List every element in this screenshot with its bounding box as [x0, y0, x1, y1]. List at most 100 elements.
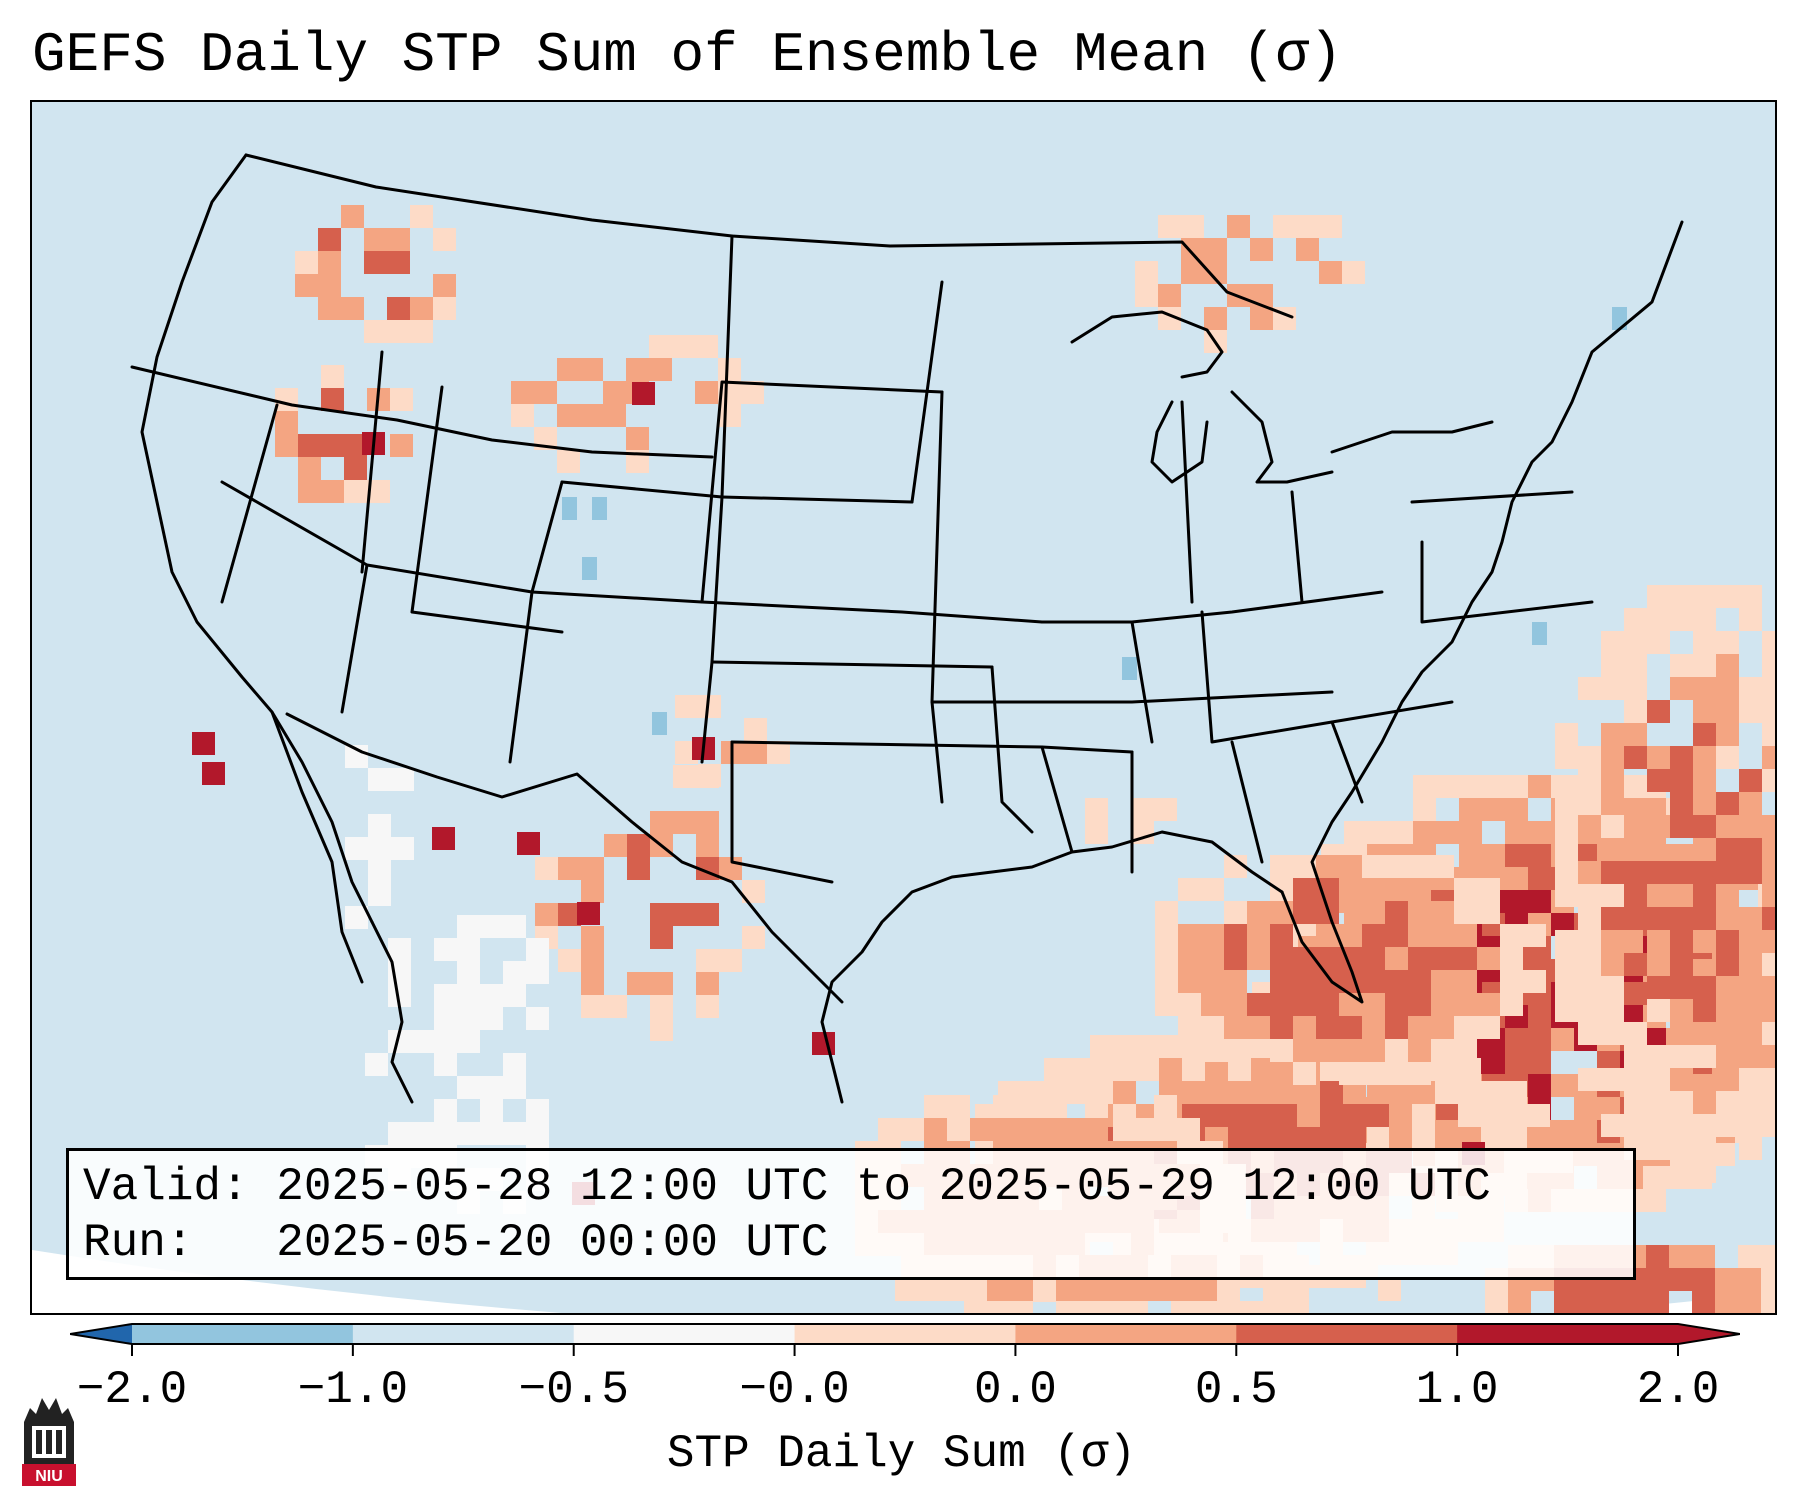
anomaly-cell — [558, 949, 581, 972]
anomaly-cell — [1102, 1301, 1125, 1313]
anomaly-cell — [744, 741, 767, 764]
anomaly-cell — [1320, 1104, 1343, 1127]
anomaly-cell — [1113, 1081, 1136, 1104]
anomaly-cell — [1624, 907, 1647, 930]
anomaly-cell — [526, 1099, 549, 1122]
anomaly-cell — [344, 480, 367, 503]
anomaly-cell — [1316, 1016, 1339, 1039]
anomaly-cell — [1039, 1118, 1062, 1141]
anomaly-cell — [1624, 1068, 1647, 1091]
anomaly-cell — [1670, 999, 1693, 1022]
anomaly-cell — [1228, 1127, 1251, 1150]
anomaly-cell — [696, 834, 719, 857]
anomaly-cell — [1505, 867, 1528, 890]
anomaly-cell — [368, 814, 391, 837]
anomaly-cell — [1528, 1005, 1551, 1028]
anomaly-cell — [1715, 1291, 1738, 1313]
anomaly-cell — [993, 1118, 1016, 1141]
anomaly-cell — [1217, 1301, 1240, 1313]
colorbar-segment — [573, 1324, 796, 1344]
anomaly-cell — [918, 1278, 941, 1301]
anomaly-cell — [1624, 654, 1647, 677]
anomaly-cell — [1716, 654, 1739, 677]
anomaly-cell — [947, 1118, 970, 1141]
anomaly-cell — [1431, 947, 1454, 970]
anomaly-cell — [1297, 1081, 1320, 1104]
colorbar-segments — [70, 1323, 1740, 1345]
anomaly-cell — [364, 228, 387, 251]
anomaly-cell — [557, 450, 580, 473]
anomaly-cell — [1670, 884, 1693, 907]
anomaly-cell — [603, 381, 626, 404]
anomaly-cell — [1646, 1245, 1669, 1268]
anomaly-cell — [1624, 700, 1647, 723]
anomaly-cell — [503, 915, 526, 938]
run-line: Run: 2025-05-20 00:00 UTC — [83, 1215, 1619, 1271]
anomaly-cell — [1555, 838, 1578, 861]
anomaly-cell — [1158, 284, 1181, 307]
anomaly-cell — [480, 915, 503, 938]
anomaly-cell — [1408, 901, 1431, 924]
anomaly-cell — [1739, 1091, 1762, 1114]
anomaly-cell — [1067, 1081, 1090, 1104]
anomaly-cell — [1670, 677, 1693, 700]
anomaly-cell — [1435, 1081, 1458, 1104]
anomaly-cell — [1624, 608, 1647, 631]
anomaly-cell — [1274, 1058, 1297, 1081]
anomaly-cell — [1016, 1095, 1039, 1118]
anomaly-cell — [1739, 1022, 1762, 1045]
anomaly-cell — [1620, 982, 1643, 1005]
anomaly-cell — [1113, 1035, 1136, 1058]
anomaly-cell — [1761, 1268, 1775, 1291]
anomaly-cell — [1181, 215, 1204, 238]
anomaly-cell — [1762, 1091, 1775, 1114]
anomaly-cell — [895, 1278, 918, 1301]
anomaly-cell — [503, 984, 526, 1007]
anomaly-cell — [1716, 815, 1739, 838]
anomaly-cell — [1181, 261, 1204, 284]
anomaly-cell — [344, 434, 367, 457]
anomaly-cell — [364, 320, 387, 343]
anomaly-cell — [1412, 1104, 1435, 1127]
anomaly-cell — [457, 938, 480, 961]
map-panel[interactable] — [30, 100, 1777, 1315]
anomaly-cell — [1505, 798, 1528, 821]
anomaly-cell — [1390, 821, 1413, 844]
anomaly-cell — [1477, 993, 1500, 1016]
anomaly-cell — [696, 949, 719, 972]
anomaly-cell — [1692, 1268, 1715, 1291]
anomaly-cell — [368, 860, 391, 883]
anomaly-cell — [1505, 775, 1528, 798]
anomaly-cell — [1079, 1278, 1102, 1301]
anomaly-cell — [1624, 861, 1647, 884]
anomaly-cell — [1270, 1016, 1293, 1039]
anomaly-cell — [1647, 953, 1670, 976]
anomaly-cell — [1551, 1120, 1574, 1143]
anomaly-cell — [1762, 953, 1775, 976]
anomaly-cell — [1155, 970, 1178, 993]
anomaly-cell — [1601, 1022, 1624, 1045]
anomaly-cell — [604, 995, 627, 1018]
anomaly-cell — [1761, 1291, 1775, 1313]
anomaly-cell — [1762, 1022, 1775, 1045]
colorbar-tick-label: −1.0 — [298, 1364, 408, 1416]
anomaly-cell — [1712, 1143, 1735, 1166]
anomaly-cell — [696, 995, 719, 1018]
anomaly-cell — [1762, 1114, 1775, 1137]
anomaly-cell — [718, 404, 741, 427]
anomaly-cell — [1010, 1278, 1033, 1301]
anomaly-cell — [1204, 261, 1227, 284]
anomaly-cell — [295, 251, 318, 274]
anomaly-cell — [924, 1118, 947, 1141]
colorbar-under-extension — [70, 1324, 132, 1344]
anomaly-cell — [1122, 657, 1137, 680]
anomaly-cell — [1178, 947, 1201, 970]
anomaly-cell — [1693, 769, 1716, 792]
anomaly-cell — [1085, 1095, 1108, 1118]
anomaly-cell — [434, 1030, 457, 1053]
anomaly-cell — [1079, 1301, 1102, 1313]
anomaly-cell — [1624, 1114, 1647, 1137]
anomaly-cell — [390, 388, 413, 411]
anomaly-cell — [1431, 901, 1454, 924]
anomaly-cell — [581, 857, 604, 880]
